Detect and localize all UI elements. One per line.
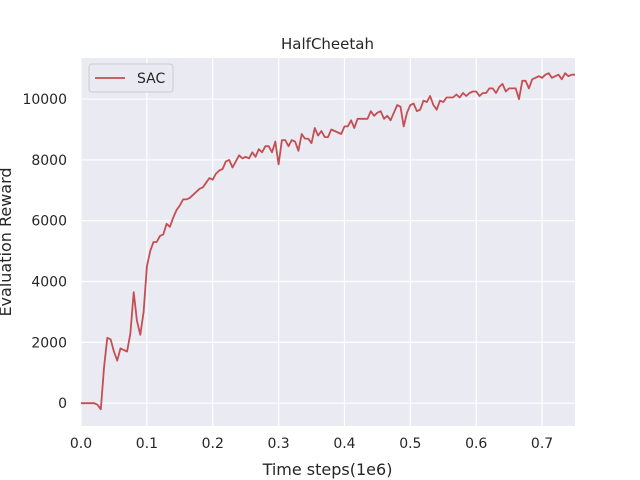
series-line-sac xyxy=(81,72,575,411)
y-tick-label: 4000 xyxy=(31,275,67,291)
y-tick-label: 2000 xyxy=(31,335,67,351)
y-tick-label: 0 xyxy=(58,396,67,412)
x-tick-label: 0.5 xyxy=(399,436,421,452)
x-tick-label: 0.7 xyxy=(531,436,553,452)
legend: SAC xyxy=(88,63,174,93)
y-axis-label: Evaluation Reward xyxy=(0,167,15,316)
x-tick-label: 0.4 xyxy=(333,436,355,452)
x-axis-ticks: 0.0 0.1 0.2 0.3 0.4 0.5 0.6 0.7 xyxy=(70,436,553,452)
x-tick-label: 0.6 xyxy=(465,436,487,452)
y-tick-label: 6000 xyxy=(31,214,67,230)
x-tick-label: 0.0 xyxy=(70,436,92,452)
chart-title: HalfCheetah xyxy=(281,35,374,53)
grid-lines xyxy=(80,58,575,426)
x-tick-label: 0.3 xyxy=(267,436,289,452)
y-axis-ticks: 0 2000 4000 6000 8000 10000 xyxy=(22,92,67,412)
y-tick-label: 10000 xyxy=(22,92,67,108)
x-tick-label: 0.2 xyxy=(202,436,224,452)
legend-label-sac: SAC xyxy=(137,71,165,87)
x-axis-label: Time steps(1e6) xyxy=(262,460,393,479)
legend-box xyxy=(88,63,174,93)
plot-area xyxy=(81,58,575,426)
y-tick-label: 8000 xyxy=(31,153,67,169)
x-tick-label: 0.1 xyxy=(136,436,158,452)
